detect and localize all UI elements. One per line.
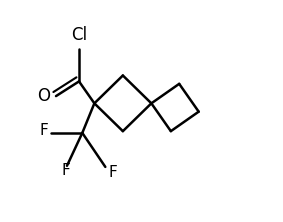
Text: F: F	[109, 165, 117, 180]
Text: F: F	[40, 123, 48, 138]
Text: Cl: Cl	[71, 26, 87, 44]
Text: F: F	[61, 163, 70, 178]
Text: O: O	[38, 87, 51, 105]
